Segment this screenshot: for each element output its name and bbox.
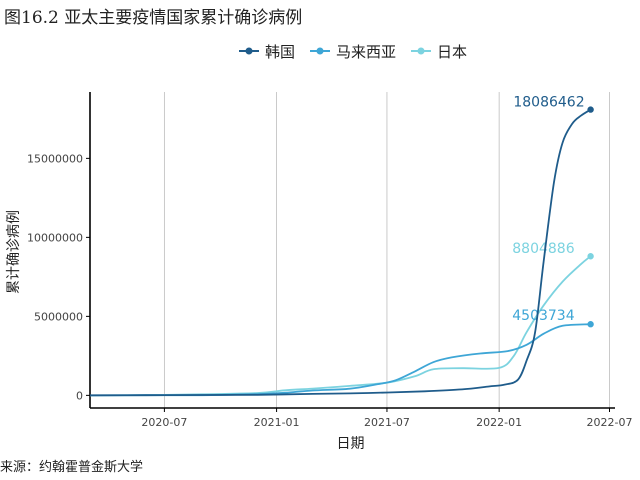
- legend-key-malaysia: [310, 47, 331, 55]
- y-tick-label: 10000000: [27, 231, 83, 244]
- end-label-korea: 18086462: [513, 95, 584, 111]
- source-note: 来源：约翰霍普金斯大学: [0, 460, 144, 475]
- x-tick-label: 2021-07: [364, 416, 410, 429]
- series-line-korea: [89, 108, 592, 397]
- end-label-japan: 8804886: [512, 241, 574, 257]
- y-axis-title: 累计确诊病例: [6, 210, 22, 294]
- legend: 韩国 马来西亚 日本: [238, 40, 481, 62]
- series-line-japan: [89, 255, 592, 397]
- legend-item-japan: 日本: [410, 41, 467, 62]
- y-tick-label: 15000000: [27, 152, 83, 165]
- x-tick-label: 2022-07: [587, 416, 633, 429]
- x-tick-label: 2021-01: [254, 416, 300, 429]
- x-tick-label: 2022-01: [476, 416, 522, 429]
- series-line-malaysia: [89, 323, 591, 397]
- figure-title: 图16.2 亚太主要疫情国家累计确诊病例: [4, 8, 303, 28]
- legend-label-malaysia: 马来西亚: [336, 42, 397, 61]
- legend-label-korea: 韩国: [265, 42, 296, 61]
- series-endpoint-japan: [587, 253, 594, 260]
- y-tick-label: 5000000: [34, 310, 83, 323]
- legend-key-japan: [411, 47, 432, 55]
- x-tick-label: 2020-07: [141, 416, 187, 429]
- end-label-malaysia: 4503734: [512, 308, 574, 324]
- series-endpoint-malaysia: [587, 321, 594, 328]
- y-tick-label: 0: [76, 389, 83, 402]
- legend-item-malaysia: 马来西亚: [309, 41, 396, 62]
- x-axis-title: 日期: [337, 436, 365, 452]
- legend-key-korea: [239, 47, 259, 55]
- legend-label-japan: 日本: [437, 42, 468, 61]
- series-endpoint-korea: [587, 106, 594, 113]
- legend-item-korea: 韩国: [238, 41, 295, 62]
